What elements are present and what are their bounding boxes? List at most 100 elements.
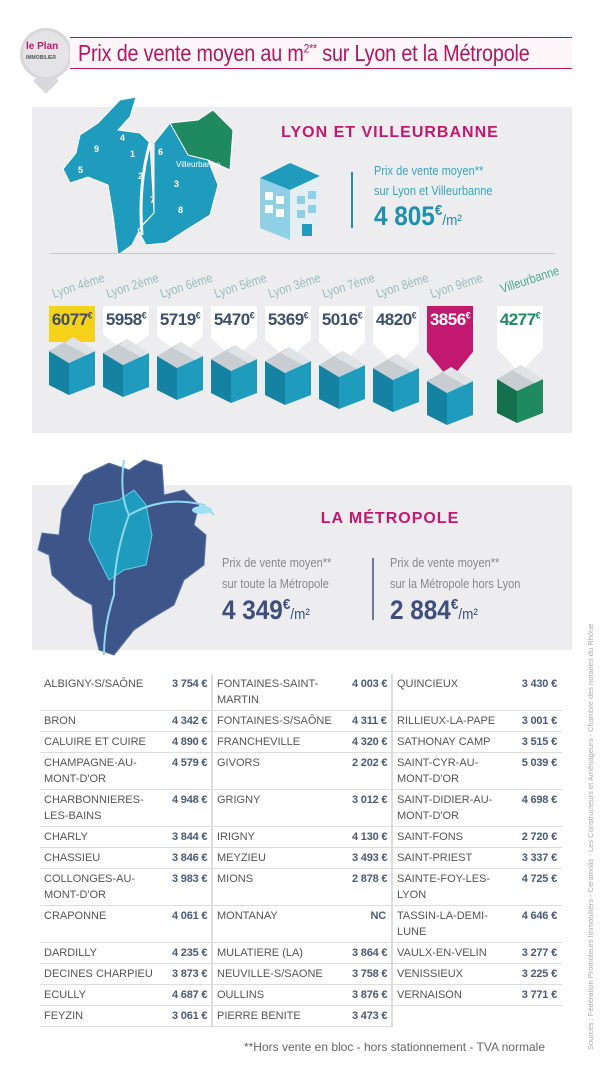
currency: € [87, 310, 93, 321]
house-bar [157, 342, 203, 400]
house-side [517, 379, 543, 423]
house-bar [265, 347, 311, 405]
metropole-excl-lyon-label: Prix de vente moyen** [390, 555, 500, 570]
house-front [265, 361, 285, 405]
commune-name: SATHONAY CAMP [392, 731, 514, 753]
commune-price: 4 646 € [514, 905, 562, 943]
commune-price: 3 771 € [514, 984, 562, 1006]
house-front [49, 351, 69, 395]
metropole-excl-lyon-sublabel: sur la Métropole hors Lyon [390, 576, 521, 591]
commune-name: CHASSIEU [40, 847, 168, 869]
commune-name: DECINES CHARPIEU [40, 963, 168, 985]
bar-value-tag: 6077€ [49, 306, 95, 342]
divider [372, 558, 374, 620]
bar-value-label: 4277 [499, 310, 536, 329]
table-row: ALBIGNY-S/SAÔNE 3 754 € FONTAINES-SAINT-MA… [40, 674, 562, 711]
district-label: 2 [138, 171, 143, 181]
logo-text-plan: Plan [37, 41, 59, 52]
commune-name: TASSIN-LA-DEMI-LUNE [392, 905, 514, 943]
commune-price: 3 225 € [514, 963, 562, 985]
bar-value-label: 5016 [321, 310, 358, 329]
house-bar [49, 337, 95, 395]
table-row: COLLONGES-AU-MONT-D'OR 3 983 € MIONS 2 878 … [40, 868, 562, 906]
house-bar [211, 345, 257, 403]
table-row: FEYZIN 3 061 € PIERRE BENITE 3 473 € [40, 1005, 562, 1027]
house-side [69, 351, 95, 395]
commune-name: GIVORS [212, 752, 348, 790]
house-front [319, 365, 339, 409]
house-side [285, 361, 311, 405]
metropole-section-title: LA MÉTROPOLE [320, 510, 460, 527]
commune-name: VENISSIEUX [392, 963, 514, 985]
commune-name: GRIGNY [212, 789, 348, 827]
house-front [427, 381, 447, 425]
commune-price: 4 061 € [168, 905, 213, 943]
commune-name: SAINT-PRIEST [392, 847, 514, 869]
bar-value-label: 5958 [105, 310, 142, 329]
district-label: 9 [94, 144, 99, 154]
house-bar [319, 351, 365, 409]
commune-price: 4 687 € [168, 984, 213, 1006]
commune-name: CRAPONNE [40, 905, 168, 943]
commune-price: 3 873 € [168, 963, 213, 985]
currency: € [434, 202, 443, 219]
commune-price: 3 846 € [168, 847, 213, 869]
commune-price: 5 039 € [514, 752, 562, 790]
commune-price: 4 948 € [168, 789, 213, 827]
commune-price: 3 277 € [514, 942, 562, 964]
unit: /m² [458, 606, 478, 623]
currency: € [303, 310, 309, 321]
lyon-map: 9 4 1 6 5 2 3 7 8 Villeurbanne [62, 96, 234, 256]
commune-name: ALBIGNY-S/SAÔNE [40, 674, 168, 711]
commune-name: MULATIERE (LA) [212, 942, 348, 964]
commune-price: 4 579 € [168, 752, 213, 790]
house-bar [427, 367, 473, 425]
district-label: 8 [178, 205, 183, 215]
commune-price: 3 515 € [514, 731, 562, 753]
house-roof [49, 337, 95, 363]
commune-price: 3 430 € [514, 674, 562, 711]
title-text: Prix de vente moyen au m [78, 40, 304, 66]
commune-name: FONTAINES-SAINT-MARTIN [212, 674, 348, 711]
house-roof [211, 345, 257, 371]
commune-price: 4 130 € [348, 826, 393, 848]
house-roof [497, 365, 543, 391]
table-row: CHARBONNIERES-LES-BAINS 4 948 € GRIGNY 3 01… [40, 789, 562, 827]
lyon-avg-sublabel: sur Lyon et Villeurbanne [374, 183, 493, 198]
metropole-avg-sublabel: sur toute la Métropole [222, 576, 329, 591]
house-front [497, 379, 517, 423]
table-row: ECULLY 4 687 € OULLINS 3 876 € VERNAISON 3 77… [40, 984, 562, 1006]
commune-name: SAINT-DIDIER-AU-MONT-D'OR [392, 789, 514, 827]
district-label: 5 [78, 165, 83, 175]
commune-name: SAINTE-FOY-LES-LYON [392, 868, 514, 906]
commune-price: 2 878 € [348, 868, 393, 906]
lyon-section-title: LYON ET VILLEURBANNE [281, 124, 499, 141]
logo-subtext: IMMOBILIER [26, 55, 56, 61]
bar-value-label: 5470 [213, 310, 250, 329]
table-row: CALUIRE ET CUIRE 4 890 € FRANCHEVILLE 4 320… [40, 731, 562, 753]
currency: € [249, 310, 255, 321]
commune-name: ECULLY [40, 984, 168, 1006]
table-row: DARDILLY 4 235 € MULATIERE (LA) 3 864 € VAUL… [40, 942, 562, 964]
logo-text: le [26, 41, 38, 52]
commune-price: 3 758 € [348, 963, 393, 985]
commune-price: 3 876 € [348, 984, 393, 1006]
commune-price: 3 983 € [168, 868, 213, 906]
house-roof [103, 339, 149, 365]
commune-price: 3 001 € [514, 710, 562, 732]
commune-price: 3 012 € [348, 789, 393, 827]
metropole-avg-value: 4 349 [222, 595, 283, 625]
house-roof [373, 354, 419, 380]
bar-value-label: 5719 [159, 310, 196, 329]
unit: /m² [290, 606, 310, 623]
commune-name: SAINT-CYR-AU-MONT-D'OR [392, 752, 514, 790]
commune-price: 2 720 € [514, 826, 562, 848]
house-roof [157, 342, 203, 368]
currency: € [357, 310, 363, 321]
lyon-avg-value: 4 805 [374, 201, 435, 231]
commune-price: 4 342 € [168, 710, 213, 732]
title-text-end: sur Lyon et la Métropole [316, 40, 530, 66]
currency: € [465, 310, 471, 321]
house-front [103, 353, 123, 397]
district-label: 4 [120, 133, 125, 143]
